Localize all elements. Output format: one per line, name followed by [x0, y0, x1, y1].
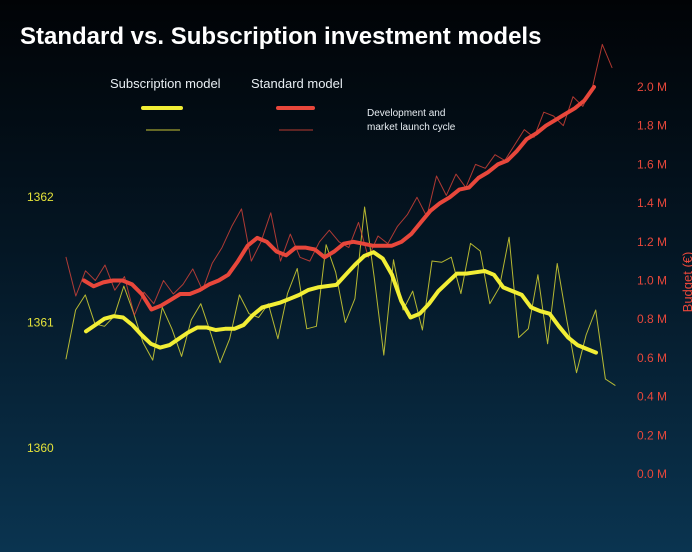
subscription-smoothed-line [84, 250, 598, 355]
right-tick-label: 0.6 M [637, 351, 667, 365]
legend-label-subscription: Subscription model [110, 76, 221, 91]
right-tick-label: 0.4 M [637, 390, 667, 404]
left-tick-label: 1361 [27, 316, 54, 330]
right-tick-label: 1.0 M [637, 274, 667, 288]
subscription-raw-line [65, 206, 616, 386]
right-tick-label: 0.0 M [637, 467, 667, 481]
annotation-line-1: Development and [367, 108, 445, 119]
left-axis: 1360 1361 1362 [27, 190, 54, 455]
standard-smoothed-line [82, 85, 596, 312]
legend: Subscription model Standard model [110, 76, 343, 131]
right-tick-label: 1.2 M [637, 235, 667, 249]
right-axis: 0.0 M 0.2 M 0.4 M 0.6 M 0.8 M 1.0 M 1.2 M 1.4 M… [637, 80, 667, 481]
right-tick-label: 1.6 M [637, 157, 667, 171]
chart-title: Standard vs. Subscription investment mod… [20, 23, 541, 50]
right-tick-label: 2.0 M [637, 80, 667, 94]
right-tick-label: 0.8 M [637, 312, 667, 326]
right-tick-label: 1.4 M [637, 196, 667, 210]
left-tick-label: 1360 [27, 441, 54, 455]
left-tick-label: 1362 [27, 190, 54, 204]
legend-label-standard: Standard model [251, 76, 343, 91]
plot-area [65, 43, 616, 386]
annotation-line-2: market launch cycle [367, 122, 456, 133]
right-tick-label: 1.8 M [637, 119, 667, 133]
standard-raw-line [65, 43, 613, 316]
right-axis-label: Budget (€) [680, 252, 692, 313]
right-tick-label: 0.2 M [637, 428, 667, 442]
